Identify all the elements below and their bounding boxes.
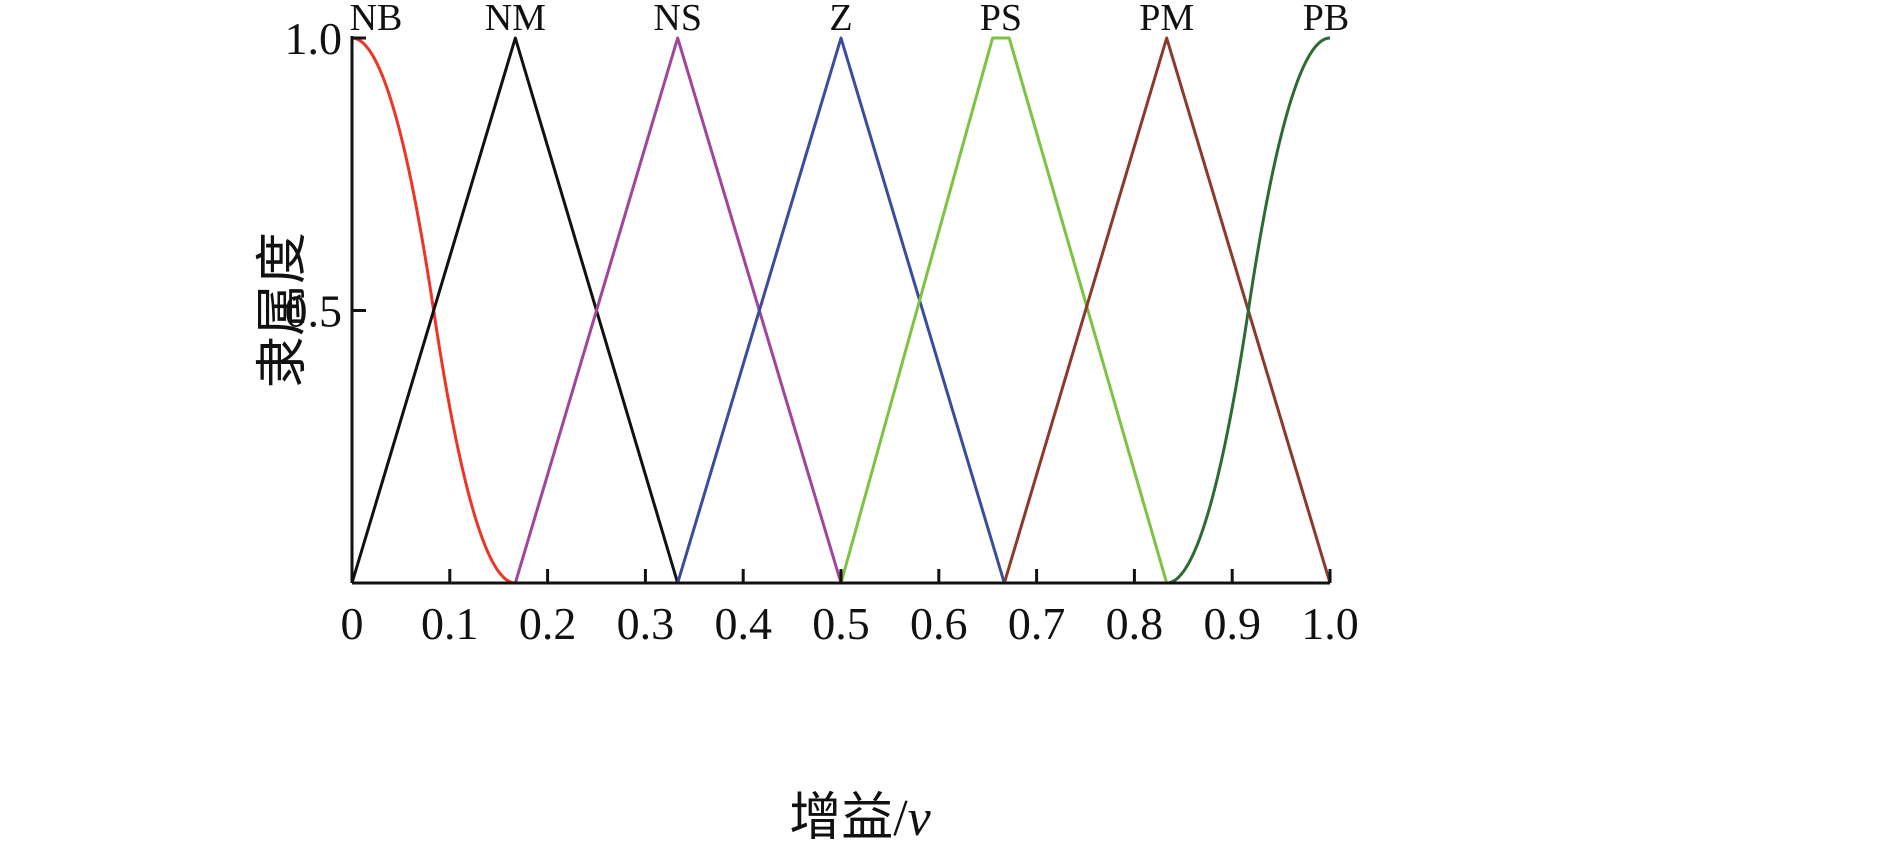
x-axis-title: 增益/v bbox=[789, 790, 931, 847]
x-axis-variable: v bbox=[908, 790, 932, 847]
y-tick-label: 1.0 bbox=[285, 13, 343, 64]
x-tick-label: 0.5 bbox=[812, 598, 870, 649]
series-line-nm bbox=[350, 36, 680, 584]
x-tick-label: 0.9 bbox=[1203, 598, 1261, 649]
x-tick-label: 0 bbox=[341, 598, 364, 649]
x-tick-label: 0.2 bbox=[519, 598, 577, 649]
series-label-pb: PB bbox=[1303, 0, 1349, 39]
x-tick-label: 1.0 bbox=[1301, 598, 1359, 649]
labels-layer: 0 0.1 0.2 0.3 0.4 0.5 0.6 0.7 0.8 0.9 1.00.51.0 NB N… bbox=[285, 0, 1359, 649]
series-line-pb bbox=[1166, 36, 1331, 585]
series-layer bbox=[350, 36, 1332, 585]
x-tick-label: 0.7 bbox=[1008, 598, 1066, 649]
series-label-nb: NB bbox=[350, 0, 403, 39]
y-tick-label: 0.5 bbox=[285, 286, 343, 337]
series-label-ns: NS bbox=[653, 0, 702, 39]
x-tick-label: 0.4 bbox=[714, 598, 772, 649]
x-tick-label: 0.6 bbox=[910, 598, 968, 649]
x-tick-label: 0.1 bbox=[421, 598, 479, 649]
x-tick-label: 0.3 bbox=[617, 598, 675, 649]
series-line-ps bbox=[839, 36, 1169, 584]
series-line-ns bbox=[513, 36, 843, 584]
series-label-nm: NM bbox=[485, 0, 546, 39]
series-line-pm bbox=[1002, 36, 1332, 584]
series-label-z: Z bbox=[829, 0, 852, 39]
x-tick-label: 0.8 bbox=[1106, 598, 1164, 649]
series-label-ps: PS bbox=[980, 0, 1022, 39]
y-axis-title: 隶属度 bbox=[255, 232, 312, 388]
series-label-pm: PM bbox=[1139, 0, 1194, 39]
axes bbox=[350, 36, 1332, 585]
series-line-z bbox=[676, 36, 1006, 584]
